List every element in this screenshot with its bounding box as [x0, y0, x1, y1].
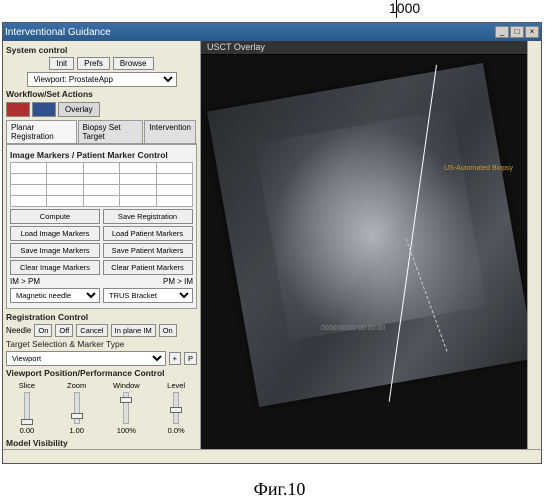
workflow-toggle-1[interactable] [6, 102, 30, 117]
im-to-pm-label: IM > PM [10, 277, 40, 286]
titlebar[interactable]: Interventional Guidance _ □ × [3, 23, 541, 41]
minimize-button[interactable]: _ [495, 26, 509, 38]
viewport-canvas[interactable]: US-Automated Biopsy 0000/00/00 00:00:00 [201, 55, 541, 449]
window-title: Interventional Guidance [5, 27, 111, 38]
needle-on-button[interactable]: On [34, 324, 52, 337]
inplane-on-button[interactable]: On [159, 324, 177, 337]
figure-caption: Фиг.10 [0, 479, 559, 500]
cancel-button[interactable]: Cancel [76, 324, 107, 337]
close-button[interactable]: × [525, 26, 539, 38]
level-slider[interactable] [173, 392, 179, 424]
slice-thumb[interactable] [21, 419, 33, 425]
image-viewport: USCT Overlay US-Automated Biopsy 0000/00… [201, 41, 541, 449]
plus-button[interactable]: + [169, 352, 181, 365]
status-bar [3, 449, 541, 463]
zoom-slider[interactable] [74, 392, 80, 424]
zoom-value: 1.00 [69, 426, 84, 435]
viewport-right-gutter [527, 41, 541, 449]
slice-label: Slice [19, 381, 35, 390]
workflow-toggle-2[interactable] [32, 102, 56, 117]
marker-panel-header: Image Markers / Patient Marker Control [10, 150, 193, 160]
load-image-markers-button[interactable]: Load Image Markers [10, 226, 100, 241]
level-thumb[interactable] [170, 407, 182, 413]
magnetic-needle-select[interactable]: Magnetic needle [10, 288, 100, 303]
needle-off-button[interactable]: Off [55, 324, 73, 337]
control-panel: System control Init Prefs Browse Viewpor… [3, 41, 201, 449]
slice-slider-col: Slice 0.00 [9, 381, 45, 435]
window-label: Window [113, 381, 140, 390]
needle-label: Needle [6, 326, 31, 335]
system-control-header: System control [6, 45, 197, 55]
prefs-button[interactable]: Prefs [77, 57, 110, 70]
workflow-header: Workflow/Set Actions [6, 89, 197, 99]
figure-reference: 1000 [390, 0, 420, 18]
viewport-select[interactable]: Viewport: ProstateApp [27, 72, 177, 87]
model-visibility-header: Model Visibility [6, 438, 197, 448]
tab-planar-registration[interactable]: Planar Registration [6, 120, 77, 143]
window-slider[interactable] [123, 392, 129, 424]
p-button[interactable]: P [184, 352, 197, 365]
maximize-button[interactable]: □ [510, 26, 524, 38]
level-label: Level [167, 381, 185, 390]
us-overlay-layer [255, 109, 487, 341]
save-registration-button[interactable]: Save Registration [103, 209, 193, 224]
zoom-label: Zoom [67, 381, 86, 390]
registration-control-header: Registration Control [6, 312, 197, 322]
window-slider-col: Window 100% [108, 381, 144, 435]
browse-button[interactable]: Browse [113, 57, 154, 70]
save-image-markers-button[interactable]: Save Image Markers [10, 243, 100, 258]
marker-table [10, 162, 193, 207]
zoom-thumb[interactable] [71, 413, 83, 419]
clear-image-markers-button[interactable]: Clear Image Markers [10, 260, 100, 275]
window-controls: _ □ × [495, 26, 539, 38]
compute-button[interactable]: Compute [10, 209, 100, 224]
application-window: Interventional Guidance _ □ × System con… [2, 22, 542, 464]
ref-number: 1000 [389, 0, 420, 16]
marker-type-select[interactable]: Viewport [6, 351, 166, 366]
pm-to-im-label: PM > IM [163, 277, 193, 286]
clear-patient-markers-button[interactable]: Clear Patient Markers [103, 260, 193, 275]
workflow-toggle-overlay[interactable]: Overlay [58, 102, 100, 117]
window-value: 100% [117, 426, 136, 435]
save-patient-markers-button[interactable]: Save Patient Markers [103, 243, 193, 258]
viewport-props-header: Viewport Position/Performance Control [6, 368, 197, 378]
inplane-im-button[interactable]: In plane IM [111, 324, 156, 337]
tab-intervention[interactable]: Intervention [144, 120, 196, 143]
tab-biopsy-target[interactable]: Biopsy Set Target [78, 120, 144, 143]
load-patient-markers-button[interactable]: Load Patient Markers [103, 226, 193, 241]
level-value: 0.0% [168, 426, 185, 435]
level-slider-col: Level 0.0% [158, 381, 194, 435]
slice-slider[interactable] [24, 392, 30, 424]
slice-value: 0.00 [20, 426, 35, 435]
target-selection-header: Target Selection & Marker Type [6, 339, 197, 349]
overlay-label-biopsy: US-Automated Biopsy [444, 165, 513, 172]
viewport-tab[interactable]: USCT Overlay [201, 41, 541, 55]
trus-bracket-select[interactable]: TRUS Bracket [103, 288, 193, 303]
window-thumb[interactable] [120, 397, 132, 403]
overlay-timestamp: 0000/00/00 00:00:00 [321, 325, 385, 332]
init-button[interactable]: Init [49, 57, 74, 70]
zoom-slider-col: Zoom 1.00 [59, 381, 95, 435]
